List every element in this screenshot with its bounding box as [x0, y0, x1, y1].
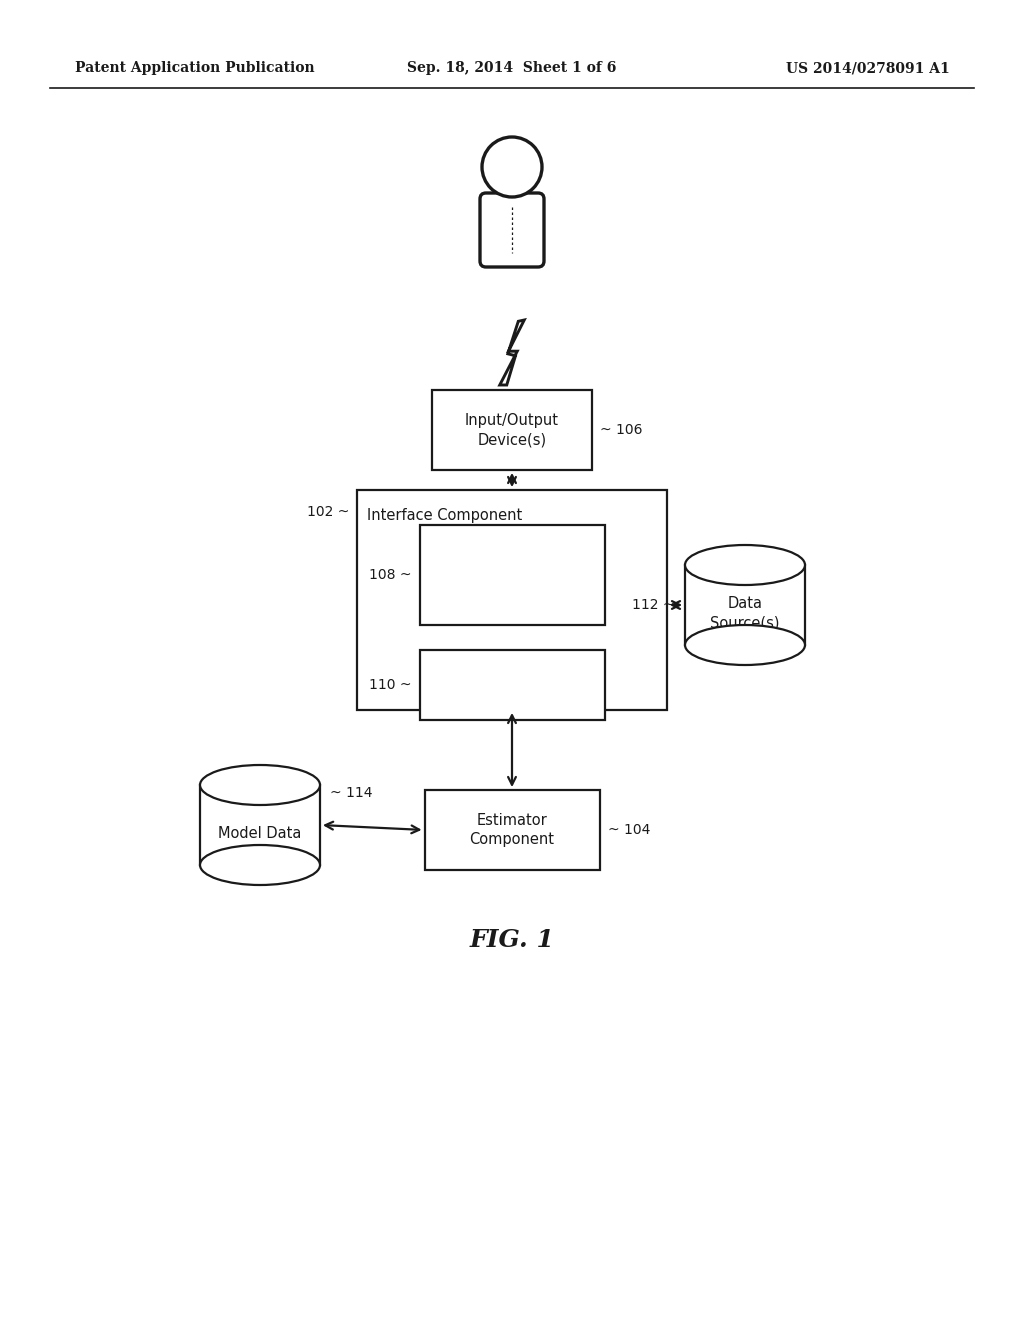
Circle shape [482, 137, 542, 197]
Text: ~ 114: ~ 114 [330, 785, 373, 800]
Text: Routing
Information: Routing Information [472, 669, 552, 701]
Ellipse shape [685, 545, 805, 585]
Text: Interface Component: Interface Component [367, 508, 522, 523]
Text: US 2014/0278091 A1: US 2014/0278091 A1 [786, 61, 950, 75]
Ellipse shape [200, 766, 319, 805]
Text: 112 ~: 112 ~ [633, 598, 675, 612]
Bar [420, 649, 604, 719]
Text: 108 ~: 108 ~ [369, 568, 412, 582]
Text: FIG. 1: FIG. 1 [470, 928, 554, 952]
Bar [357, 490, 667, 710]
Text: Uncertain
Transportation
Context: Uncertain Transportation Context [462, 549, 562, 601]
Text: ~ 106: ~ 106 [600, 422, 642, 437]
Ellipse shape [200, 845, 319, 884]
Text: Data
Source(s): Data Source(s) [711, 595, 779, 631]
Text: Patent Application Publication: Patent Application Publication [75, 61, 314, 75]
Text: Sep. 18, 2014  Sheet 1 of 6: Sep. 18, 2014 Sheet 1 of 6 [408, 61, 616, 75]
Polygon shape [500, 319, 524, 385]
Text: Model Data: Model Data [218, 825, 302, 841]
Bar [425, 789, 599, 870]
Text: Estimator
Component: Estimator Component [469, 813, 555, 847]
Text: 110 ~: 110 ~ [369, 678, 412, 692]
FancyBboxPatch shape [480, 193, 544, 267]
Text: Input/Output
Device(s): Input/Output Device(s) [465, 413, 559, 447]
Bar [432, 389, 592, 470]
Bar [685, 565, 805, 645]
Text: ~ 104: ~ 104 [607, 822, 650, 837]
Text: 102 ~: 102 ~ [306, 506, 349, 519]
Bar [420, 525, 604, 624]
Ellipse shape [685, 624, 805, 665]
Bar [200, 785, 319, 865]
